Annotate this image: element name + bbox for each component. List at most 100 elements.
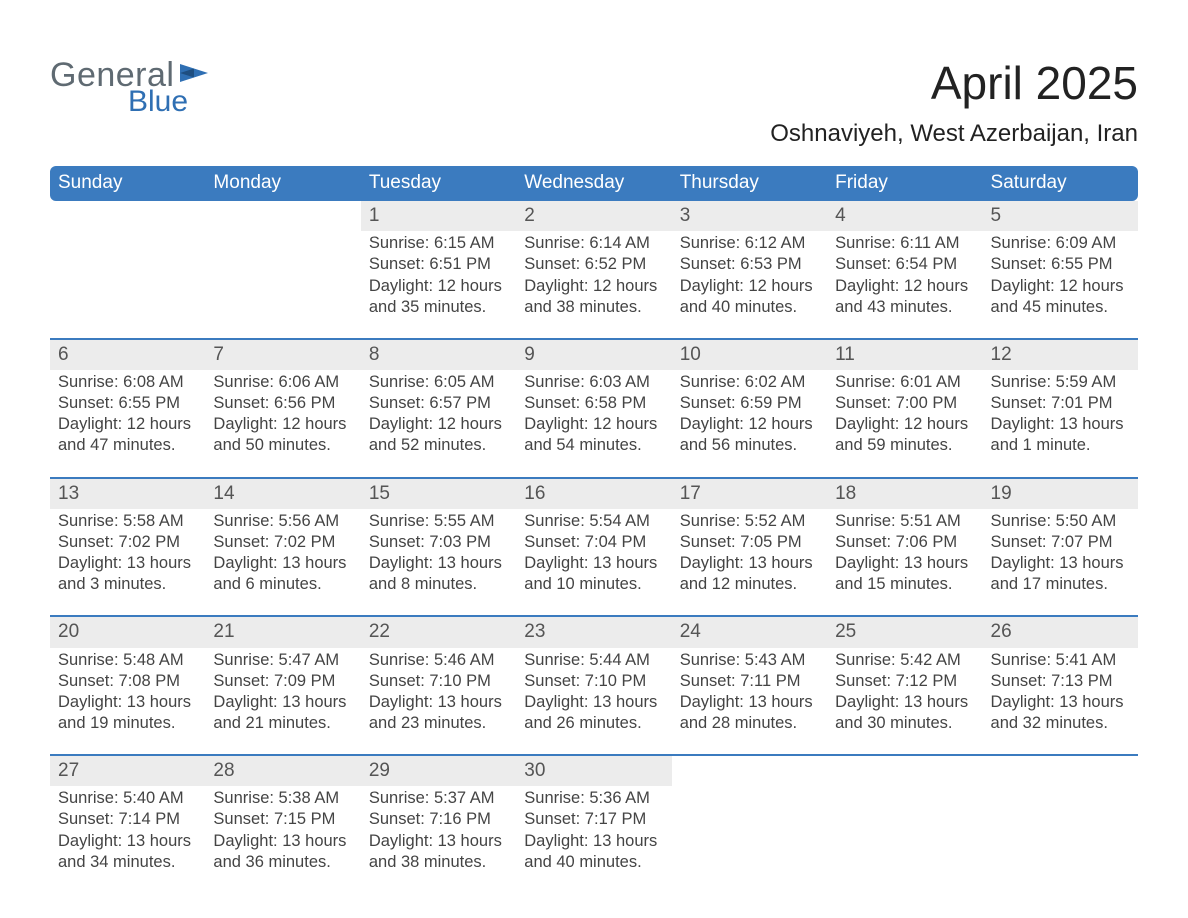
daylight-label: Daylight: 12 hours and 54 minutes.	[524, 414, 663, 456]
day-cell: Sunrise: 5:52 AMSunset: 7:05 PMDaylight:…	[672, 509, 827, 615]
week-daynum-row: 12345	[50, 201, 1138, 231]
day-cell-content: Sunrise: 5:41 AMSunset: 7:13 PMDaylight:…	[991, 648, 1130, 734]
sunset-label: Sunset: 6:53 PM	[680, 254, 819, 275]
sunrise-label: Sunrise: 5:48 AM	[58, 650, 197, 671]
day-cell: Sunrise: 5:54 AMSunset: 7:04 PMDaylight:…	[516, 509, 671, 615]
day-number-cell: 26	[983, 615, 1138, 647]
sunset-label: Sunset: 7:16 PM	[369, 809, 508, 830]
day-cell: Sunrise: 5:47 AMSunset: 7:09 PMDaylight:…	[205, 648, 360, 754]
daylight-label: Daylight: 12 hours and 35 minutes.	[369, 276, 508, 318]
day-cell: Sunrise: 5:44 AMSunset: 7:10 PMDaylight:…	[516, 648, 671, 754]
sunset-label: Sunset: 7:07 PM	[991, 532, 1130, 553]
day-number-cell: 16	[516, 477, 671, 509]
week-content-row: Sunrise: 5:40 AMSunset: 7:14 PM Daylight:…	[50, 786, 1138, 892]
day-number-cell	[205, 201, 360, 231]
week-daynum-row: 27282930	[50, 754, 1138, 786]
day-cell-content: Sunrise: 6:06 AMSunset: 6:56 PMDaylight:…	[213, 370, 352, 456]
day-cell-content: Sunrise: 6:15 AMSunset: 6:51 PMDaylight:…	[369, 231, 508, 317]
day-cell-content: Sunrise: 5:56 AMSunset: 7:02 PMDaylight:…	[213, 509, 352, 595]
day-number-cell: 20	[50, 615, 205, 647]
sunrise-label: Sunrise: 6:06 AM	[213, 372, 352, 393]
day-cell-content: Sunrise: 5:43 AMSunset: 7:11 PMDaylight:…	[680, 648, 819, 734]
day-cell-content: Sunrise: 6:05 AMSunset: 6:57 PMDaylight:…	[369, 370, 508, 456]
day-cell-content: Sunrise: 5:51 AMSunset: 7:06 PMDaylight:…	[835, 509, 974, 595]
daylight-label: Daylight: 12 hours and 50 minutes.	[213, 414, 352, 456]
calendar-page: General Blue April 2025 Oshnaviyeh, West…	[0, 0, 1188, 918]
day-cell-content: Sunrise: 5:36 AMSunset: 7:17 PMDaylight:…	[524, 786, 663, 872]
day-cell: Sunrise: 6:02 AMSunset: 6:59 PMDaylight:…	[672, 370, 827, 476]
sunset-label: Sunset: 7:12 PM	[835, 671, 974, 692]
day-cell-content: Sunrise: 5:52 AMSunset: 7:05 PMDaylight:…	[680, 509, 819, 595]
day-cell-content: Sunrise: 5:37 AMSunset: 7:16 PMDaylight:…	[369, 786, 508, 872]
day-number-cell: 17	[672, 477, 827, 509]
day-cell: Sunrise: 5:50 AMSunset: 7:07 PMDaylight:…	[983, 509, 1138, 615]
sunrise-label: Sunrise: 5:40 AM	[58, 788, 197, 809]
daylight-label: Daylight: 13 hours and 17 minutes.	[991, 553, 1130, 595]
day-cell-content: Sunrise: 5:40 AMSunset: 7:14 PMDaylight:…	[58, 786, 197, 872]
sunset-label: Sunset: 7:14 PM	[58, 809, 197, 830]
page-title: April 2025	[770, 56, 1138, 110]
day-number-cell: 5	[983, 201, 1138, 231]
sunrise-label: Sunrise: 6:09 AM	[991, 233, 1130, 254]
daylight-label: Daylight: 13 hours and 6 minutes.	[213, 553, 352, 595]
sunset-label: Sunset: 6:52 PM	[524, 254, 663, 275]
sunrise-label: Sunrise: 5:58 AM	[58, 511, 197, 532]
daylight-label: Daylight: 13 hours and 32 minutes.	[991, 692, 1130, 734]
day-cell: Sunrise: 6:11 AMSunset: 6:54 PMDaylight:…	[827, 231, 982, 337]
sunset-label: Sunset: 7:00 PM	[835, 393, 974, 414]
day-number-cell	[672, 754, 827, 786]
daylight-label: Daylight: 13 hours and 3 minutes.	[58, 553, 197, 595]
daylight-label: Daylight: 13 hours and 28 minutes.	[680, 692, 819, 734]
day-cell: Sunrise: 6:08 AMSunset: 6:55 PMDaylight:…	[50, 370, 205, 476]
daylight-label: Daylight: 13 hours and 19 minutes.	[58, 692, 197, 734]
day-number-cell: 8	[361, 338, 516, 370]
daylight-label: Daylight: 12 hours and 45 minutes.	[991, 276, 1130, 318]
sunrise-label: Sunrise: 5:44 AM	[524, 650, 663, 671]
day-cell: Sunrise: 5:46 AMSunset: 7:10 PMDaylight:…	[361, 648, 516, 754]
sunrise-label: Sunrise: 6:08 AM	[58, 372, 197, 393]
day-cell: Sunrise: 6:15 AMSunset: 6:51 PMDaylight:…	[361, 231, 516, 337]
sunrise-label: Sunrise: 5:38 AM	[213, 788, 352, 809]
calendar-header: Sunday Monday Tuesday Wednesday Thursday…	[50, 166, 1138, 201]
sunset-label: Sunset: 7:06 PM	[835, 532, 974, 553]
sunset-label: Sunset: 7:15 PM	[213, 809, 352, 830]
day-cell: Sunrise: 6:09 AMSunset: 6:55 PMDaylight:…	[983, 231, 1138, 337]
sunset-label: Sunset: 6:55 PM	[991, 254, 1130, 275]
day-number-cell: 25	[827, 615, 982, 647]
sunset-label: Sunset: 7:08 PM	[58, 671, 197, 692]
daylight-label: Daylight: 12 hours and 38 minutes.	[524, 276, 663, 318]
week-content-row: Sunrise: 5:58 AMSunset: 7:02 PMDaylight:…	[50, 509, 1138, 615]
day-cell	[672, 786, 827, 892]
day-cell-content: Sunrise: 5:46 AMSunset: 7:10 PMDaylight:…	[369, 648, 508, 734]
daylight-label: Daylight: 12 hours and 40 minutes.	[680, 276, 819, 318]
week-daynum-row: 6789101112	[50, 338, 1138, 370]
daylight-label: Daylight: 13 hours and 10 minutes.	[524, 553, 663, 595]
sunset-label: Sunset: 6:55 PM	[58, 393, 197, 414]
sunrise-label: Sunrise: 5:59 AM	[991, 372, 1130, 393]
day-cell: Sunrise: 5:59 AMSunset: 7:01 PMDaylight:…	[983, 370, 1138, 476]
day-number-cell: 3	[672, 201, 827, 231]
day-cell: Sunrise: 6:01 AMSunset: 7:00 PMDaylight:…	[827, 370, 982, 476]
day-number-cell	[827, 754, 982, 786]
day-number-cell: 14	[205, 477, 360, 509]
day-cell-content: Sunrise: 6:01 AMSunset: 7:00 PMDaylight:…	[835, 370, 974, 456]
day-cell: Sunrise: 5:38 AMSunset: 7:15 PMDaylight:…	[205, 786, 360, 892]
day-cell: Sunrise: 5:40 AMSunset: 7:14 PMDaylight:…	[50, 786, 205, 892]
sunset-label: Sunset: 7:10 PM	[524, 671, 663, 692]
sunrise-label: Sunrise: 5:47 AM	[213, 650, 352, 671]
day-cell	[827, 786, 982, 892]
sunrise-label: Sunrise: 6:11 AM	[835, 233, 974, 254]
day-cell: Sunrise: 5:48 AMSunset: 7:08 PMDaylight:…	[50, 648, 205, 754]
day-number-cell: 29	[361, 754, 516, 786]
day-number-cell: 10	[672, 338, 827, 370]
day-number-cell: 12	[983, 338, 1138, 370]
title-block: April 2025 Oshnaviyeh, West Azerbaijan, …	[770, 56, 1138, 148]
day-number-cell: 9	[516, 338, 671, 370]
flag-icon	[180, 64, 208, 84]
daylight-label: Daylight: 13 hours and 36 minutes.	[213, 831, 352, 873]
daylight-label: Daylight: 12 hours and 47 minutes.	[58, 414, 197, 456]
day-cell-content: Sunrise: 6:08 AMSunset: 6:55 PMDaylight:…	[58, 370, 197, 456]
sunset-label: Sunset: 6:56 PM	[213, 393, 352, 414]
day-cell-content: Sunrise: 5:44 AMSunset: 7:10 PMDaylight:…	[524, 648, 663, 734]
day-cell: Sunrise: 6:05 AMSunset: 6:57 PMDaylight:…	[361, 370, 516, 476]
